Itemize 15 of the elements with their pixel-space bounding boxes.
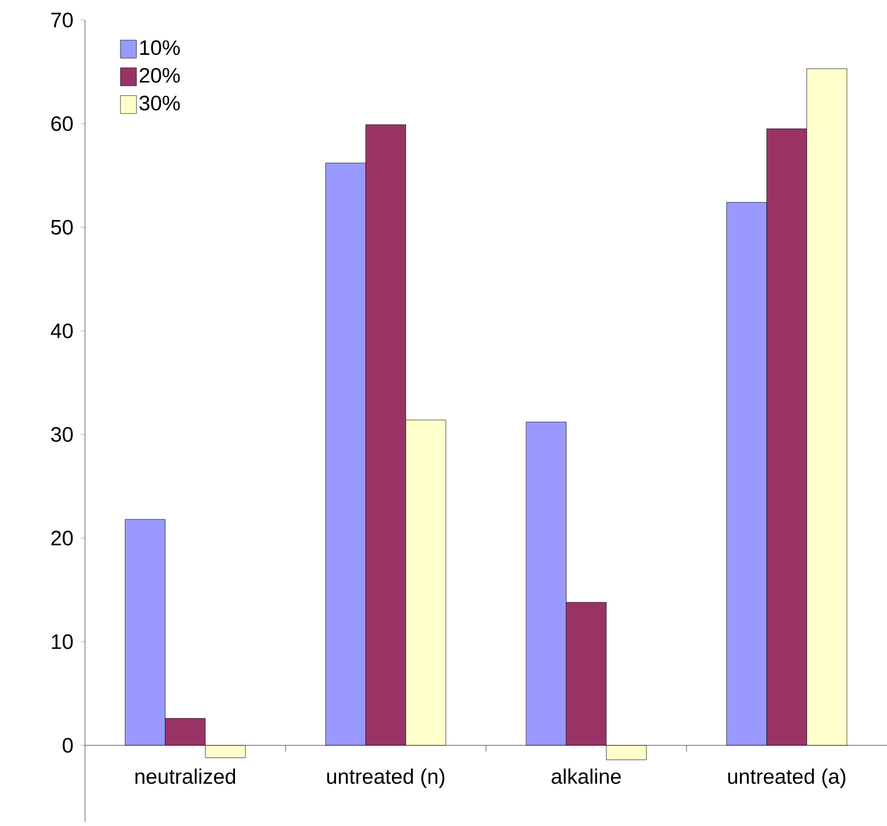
y-tick-label: 70 [51,12,73,28]
y-tick-label: 20 [51,530,73,546]
legend-label: 20% [140,68,180,83]
y-tick-label: 50 [51,220,73,235]
y-tick-label: 40 [50,323,73,338]
legend-label: 30% [139,96,180,110]
x-tick-label: untreated (a) [728,768,846,788]
y-tick-label: 30 [51,426,73,442]
y-tick-label: 10 [52,634,73,649]
y-tick-label: 60 [51,116,73,131]
x-tick-label: alkaline [552,768,621,784]
x-tick-label: untreated (n) [327,768,444,788]
x-tick-label: neutralized [135,768,236,784]
legend-label: 10% [140,40,180,55]
y-tick-label: 0 [62,738,73,753]
